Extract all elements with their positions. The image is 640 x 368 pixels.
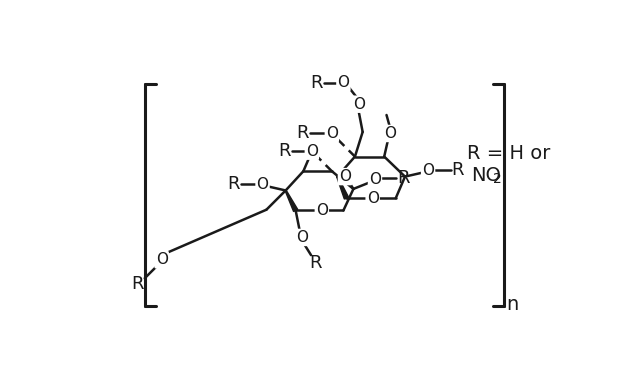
- Text: O: O: [422, 163, 434, 178]
- Text: O: O: [337, 75, 349, 90]
- Text: O: O: [353, 97, 365, 112]
- Text: O: O: [316, 203, 328, 218]
- Text: R: R: [278, 142, 291, 160]
- Text: R: R: [310, 74, 323, 92]
- Text: 2: 2: [493, 172, 502, 186]
- Polygon shape: [337, 176, 349, 199]
- Text: O: O: [156, 252, 168, 267]
- Text: n: n: [507, 295, 519, 314]
- Text: R: R: [309, 254, 322, 272]
- Text: R: R: [397, 169, 410, 187]
- Text: R: R: [131, 275, 143, 293]
- Text: O: O: [369, 172, 381, 187]
- Text: O: O: [257, 177, 269, 192]
- Text: R: R: [296, 124, 309, 142]
- Polygon shape: [285, 190, 298, 212]
- Text: O: O: [296, 230, 308, 245]
- Text: R: R: [451, 162, 463, 180]
- Text: O: O: [326, 126, 338, 141]
- Text: R = H or: R = H or: [467, 144, 550, 163]
- Text: R: R: [227, 175, 239, 193]
- Text: NO: NO: [471, 166, 501, 185]
- Text: O: O: [385, 126, 396, 141]
- Text: O: O: [367, 191, 379, 206]
- Text: O: O: [339, 169, 351, 184]
- Text: O: O: [306, 144, 318, 159]
